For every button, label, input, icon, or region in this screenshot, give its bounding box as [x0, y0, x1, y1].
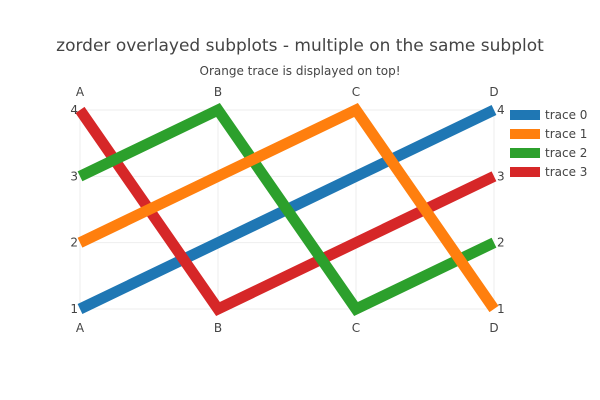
legend-item-trace-2[interactable]: trace 2 [510, 146, 587, 160]
grid-layer [79, 109, 495, 310]
series-line-trace-2[interactable] [77, 103, 497, 316]
y-tick-label-right: 3 [497, 169, 505, 183]
legend[interactable]: trace 0 trace 1 trace 2 trace 3 [510, 108, 587, 179]
legend-item-trace-1[interactable]: trace 1 [510, 127, 587, 141]
legend-item-trace-3[interactable]: trace 3 [510, 165, 587, 179]
legend-label: trace 2 [545, 146, 587, 160]
legend-swatch [510, 167, 540, 177]
x-tick-label-top: D [489, 85, 498, 99]
trace-layer [75, 103, 499, 316]
legend-swatch [510, 110, 540, 120]
legend-label: trace 1 [545, 127, 587, 141]
axis-layer: A A B B C C D D 1 1 2 2 3 3 4 4 [70, 85, 504, 335]
x-tick-label-bottom: D [489, 321, 498, 335]
legend-label: trace 0 [545, 108, 587, 122]
y-tick-label-left: 3 [70, 169, 78, 183]
y-tick-label-right: 1 [497, 302, 505, 316]
x-tick-label-top: C [352, 85, 360, 99]
chart-title: zorder overlayed subplots - multiple on … [56, 36, 544, 56]
y-tick-label-left: 4 [70, 103, 78, 117]
series-line-trace-1[interactable] [77, 103, 499, 313]
legend-swatch [510, 148, 540, 158]
x-tick-label-bottom: B [214, 321, 222, 335]
legend-item-trace-0[interactable]: trace 0 [510, 108, 587, 122]
x-tick-label-bottom: C [352, 321, 360, 335]
y-tick-label-left: 1 [70, 302, 78, 316]
y-tick-label-right: 2 [497, 236, 505, 250]
legend-swatch [510, 129, 540, 139]
chart-subtitle: Orange trace is displayed on top! [200, 64, 401, 78]
y-tick-label-right: 4 [497, 103, 505, 117]
y-tick-label-left: 2 [70, 236, 78, 250]
x-tick-label-top: A [76, 85, 85, 99]
legend-label: trace 3 [545, 165, 587, 179]
x-tick-label-top: B [214, 85, 222, 99]
x-tick-label-bottom: A [76, 321, 85, 335]
